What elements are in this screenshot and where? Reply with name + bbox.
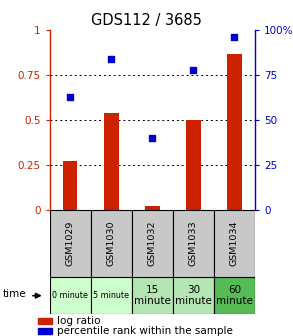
- Bar: [91, 210, 132, 277]
- Text: GSM1032: GSM1032: [148, 221, 157, 266]
- Point: [191, 67, 196, 73]
- Text: GDS112 / 3685: GDS112 / 3685: [91, 13, 202, 29]
- Bar: [63, 162, 77, 210]
- Text: 15
minute: 15 minute: [134, 285, 171, 306]
- Text: GSM1034: GSM1034: [230, 221, 239, 266]
- Bar: [173, 210, 214, 277]
- Point: [232, 35, 237, 40]
- Point: [150, 135, 155, 141]
- Text: 60
minute: 60 minute: [216, 285, 253, 306]
- Bar: [173, 277, 214, 314]
- Text: 5 minute: 5 minute: [93, 291, 129, 300]
- Bar: [214, 277, 255, 314]
- Bar: [214, 210, 255, 277]
- Point: [68, 94, 73, 99]
- Bar: [38, 318, 52, 324]
- Text: GSM1029: GSM1029: [66, 221, 75, 266]
- Point: [109, 56, 114, 62]
- Text: time: time: [3, 289, 27, 299]
- Bar: [145, 206, 160, 210]
- Bar: [50, 277, 91, 314]
- Bar: [38, 328, 52, 334]
- Text: 0 minute: 0 minute: [52, 291, 88, 300]
- Text: GSM1030: GSM1030: [107, 221, 116, 266]
- Bar: [104, 113, 119, 210]
- Bar: [227, 54, 242, 210]
- Bar: [50, 210, 91, 277]
- Bar: [186, 120, 200, 210]
- Bar: [132, 277, 173, 314]
- Text: percentile rank within the sample: percentile rank within the sample: [57, 326, 233, 336]
- Bar: [132, 210, 173, 277]
- Bar: [91, 277, 132, 314]
- Text: log ratio: log ratio: [57, 316, 100, 326]
- Text: GSM1033: GSM1033: [189, 221, 198, 266]
- Text: 30
minute: 30 minute: [175, 285, 212, 306]
